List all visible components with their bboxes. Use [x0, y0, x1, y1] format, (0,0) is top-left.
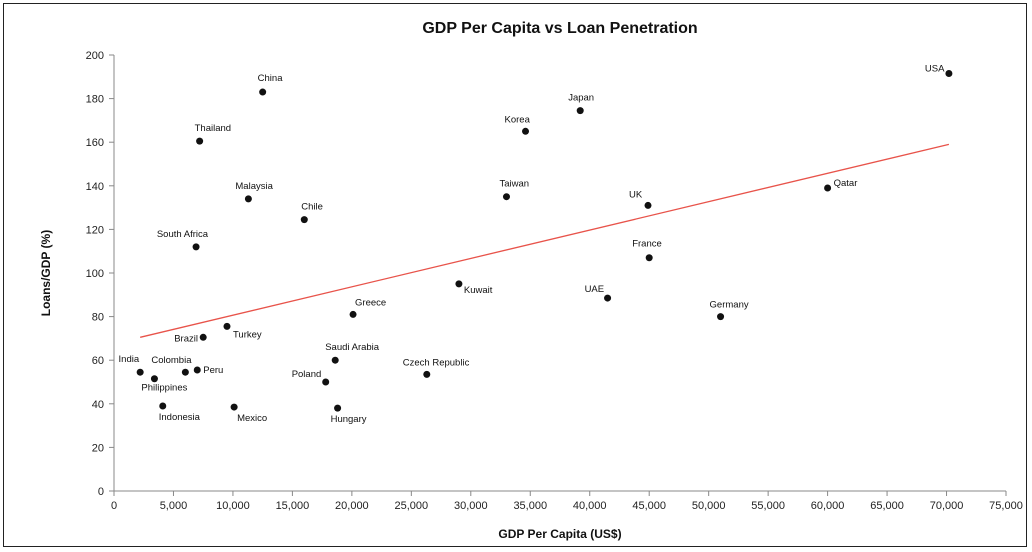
- data-point: [331, 356, 339, 364]
- x-tick-label: 60,000: [811, 500, 845, 512]
- data-point: [455, 280, 463, 288]
- data-point: [300, 216, 308, 224]
- point-label: South Africa: [157, 229, 209, 240]
- data-point: [423, 370, 431, 378]
- data-point: [136, 368, 144, 376]
- y-tick-label: 200: [86, 50, 104, 62]
- point-label: Hungary: [331, 414, 367, 425]
- data-point: [181, 368, 189, 376]
- data-point: [717, 313, 725, 321]
- point-label: Malaysia: [235, 181, 273, 192]
- point-label: Saudi Arabia: [325, 342, 380, 353]
- data-point: [230, 403, 238, 411]
- x-tick-label: 50,000: [692, 500, 726, 512]
- point-label: India: [119, 354, 140, 365]
- data-point: [644, 201, 652, 209]
- point-label: Peru: [203, 365, 223, 376]
- point-label: Chile: [301, 202, 323, 213]
- point-label: UK: [629, 189, 643, 200]
- data-point: [193, 366, 201, 374]
- point-label: Turkey: [233, 329, 262, 340]
- y-tick-label: 60: [92, 355, 104, 367]
- data-point: [604, 294, 612, 302]
- data-point: [945, 70, 953, 78]
- trendline: [140, 143, 950, 338]
- point-label: Taiwan: [499, 179, 529, 190]
- x-tick-label: 0: [111, 500, 117, 512]
- x-tick-label: 15,000: [276, 500, 310, 512]
- data-point: [150, 375, 158, 383]
- chart-frame: [3, 3, 1027, 547]
- point-label: Greece: [355, 297, 386, 308]
- point-label: Germany: [710, 300, 749, 311]
- x-tick-label: 75,000: [989, 500, 1023, 512]
- x-tick-label: 70,000: [930, 500, 964, 512]
- point-label: USA: [925, 64, 945, 75]
- point-label: Qatar: [834, 178, 858, 189]
- data-point: [244, 195, 252, 203]
- x-tick-label: 55,000: [751, 500, 785, 512]
- y-tick-label: 80: [92, 312, 104, 324]
- data-point: [349, 310, 357, 318]
- y-tick-label: 100: [86, 268, 104, 280]
- y-tick-label: 0: [98, 486, 104, 498]
- point-label: Thailand: [195, 123, 231, 134]
- data-point: [522, 127, 530, 135]
- point-label: Indonesia: [159, 412, 201, 423]
- chart-title: GDP Per Capita vs Loan Penetration: [422, 20, 697, 37]
- data-point: [824, 184, 832, 192]
- data-point: [192, 243, 200, 251]
- point-label: France: [632, 239, 662, 250]
- x-axis-title: GDP Per Capita (US$): [498, 527, 621, 541]
- x-tick-label: 25,000: [395, 500, 429, 512]
- data-point: [322, 378, 330, 386]
- point-label: China: [258, 73, 284, 84]
- point-label: Czech Republic: [403, 357, 470, 368]
- x-tick-label: 45,000: [632, 500, 666, 512]
- data-point: [223, 322, 231, 330]
- point-label: UAE: [585, 284, 605, 295]
- x-tick-label: 65,000: [870, 500, 904, 512]
- y-tick-label: 20: [92, 442, 104, 454]
- y-tick-label: 40: [92, 399, 104, 411]
- point-label: Philippines: [141, 383, 187, 394]
- y-tick-label: 140: [86, 181, 104, 193]
- x-tick-label: 5,000: [160, 500, 188, 512]
- point-label: Japan: [568, 93, 594, 104]
- x-tick-label: 20,000: [335, 500, 369, 512]
- data-point: [159, 402, 167, 410]
- data-point: [502, 193, 510, 201]
- data-point: [196, 137, 204, 145]
- data-point: [645, 254, 653, 262]
- x-tick-label: 30,000: [454, 500, 488, 512]
- data-point: [334, 404, 342, 412]
- axes: 0 20 40 60 80 100 120 140 160 180 200 0 5,000 10,000 1…: [86, 50, 1023, 512]
- y-tick-label: 160: [86, 137, 104, 149]
- point-label: Poland: [292, 369, 322, 380]
- x-tick-label: 35,000: [513, 500, 547, 512]
- point-label: Korea: [505, 114, 531, 125]
- x-tick-label: 40,000: [573, 500, 607, 512]
- points-layer: India Philippines Indonesia Colombia Peru Sou…: [119, 64, 953, 425]
- data-point: [259, 88, 267, 96]
- point-label: Colombia: [151, 355, 192, 366]
- y-tick-label: 120: [86, 224, 104, 236]
- data-point: [199, 333, 207, 341]
- point-label: Kuwait: [464, 285, 493, 296]
- trendline-layer: [140, 143, 950, 338]
- x-tick-label: 10,000: [216, 500, 250, 512]
- point-label: Mexico: [237, 413, 267, 424]
- data-point: [576, 107, 584, 115]
- y-axis-title: Loans/GDP (%): [39, 230, 53, 316]
- y-tick-label: 180: [86, 94, 104, 106]
- point-label: Brazil: [174, 333, 198, 344]
